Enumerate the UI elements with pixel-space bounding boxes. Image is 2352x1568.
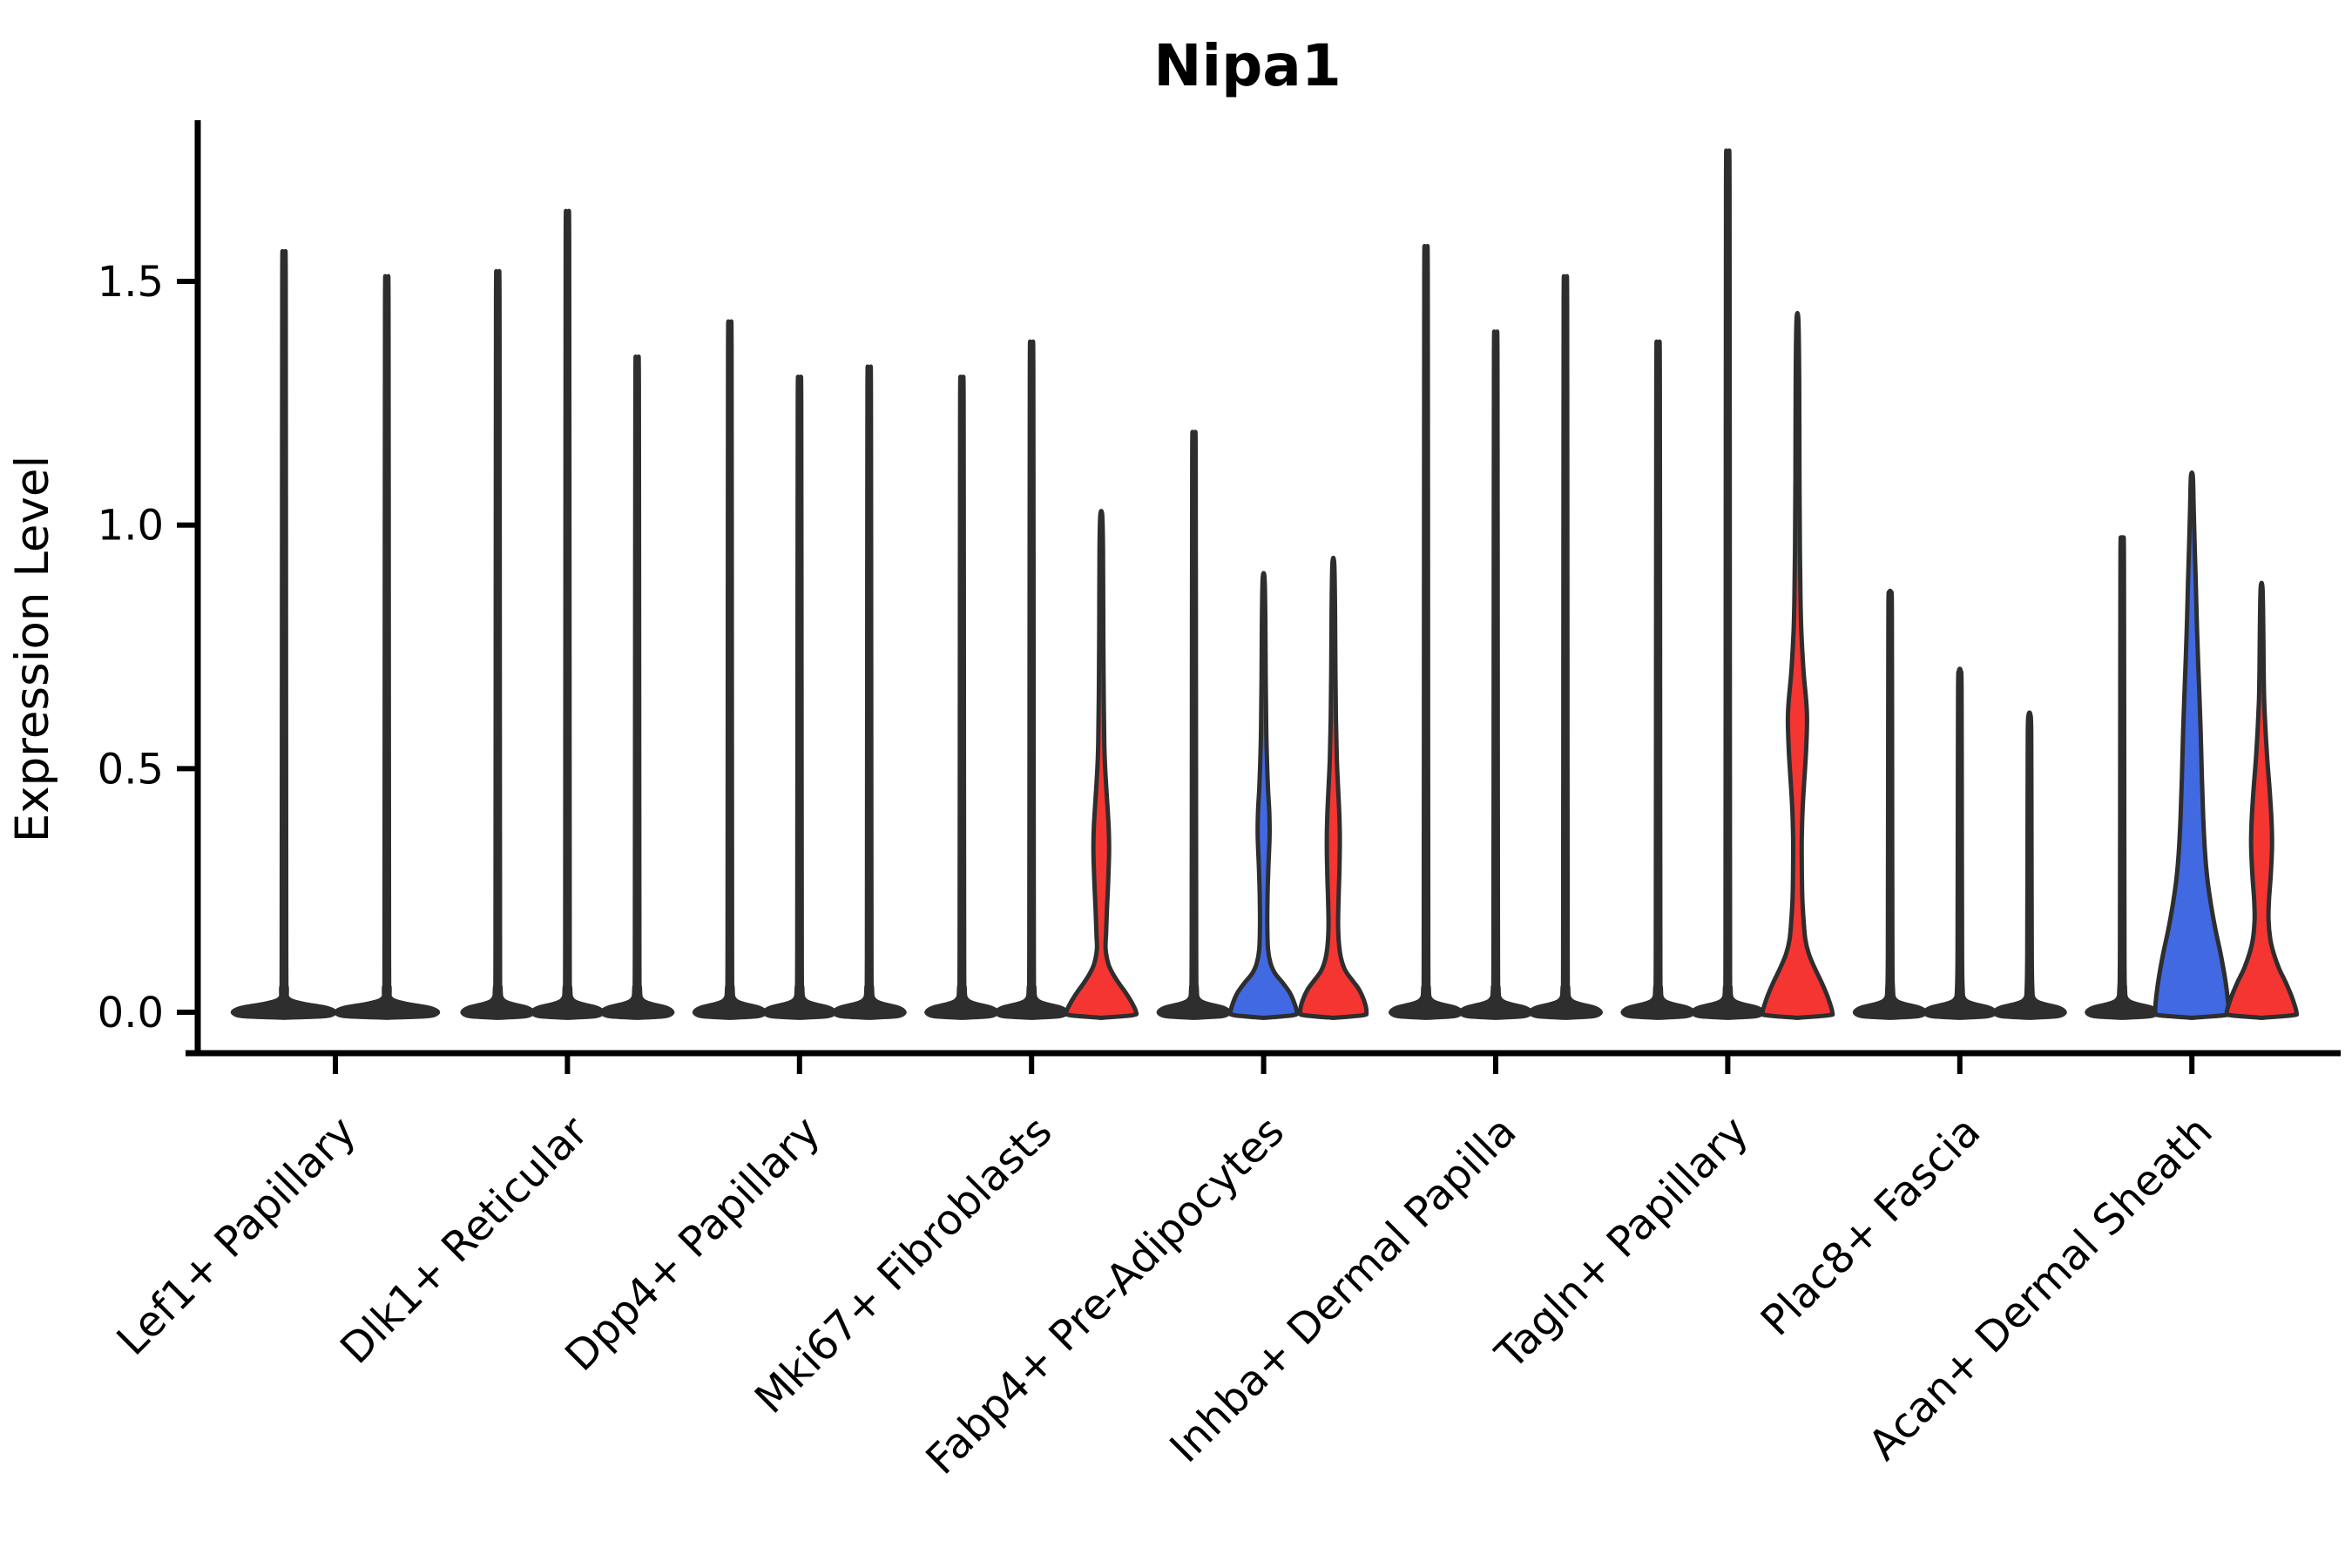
violin-1-2 [333, 274, 441, 1020]
x-tick-label: Lef1+ Papillary [108, 1107, 366, 1365]
violin-7-1 [1620, 339, 1696, 1020]
violin-point [2119, 838, 2126, 846]
violin-point [2119, 721, 2126, 729]
y-axis-label: Expression Level [6, 456, 59, 842]
violin-9-2-blue [2153, 470, 2231, 1020]
violin-3-2 [761, 375, 837, 1020]
violin-3-1 [692, 319, 767, 1020]
violin-6-3 [1528, 274, 1603, 1020]
y-tick-label: 1.5 [98, 258, 164, 307]
x-tick-label: Tagln+ Papillary [1486, 1107, 1758, 1379]
violin-4-1 [924, 375, 1000, 1020]
violin-9-3-red [2224, 580, 2300, 1020]
violin-3-3 [831, 364, 907, 1020]
violin-2-1 [460, 268, 536, 1020]
violin-4-2 [994, 339, 1070, 1020]
violin-6-1 [1389, 244, 1463, 1020]
chart-title: Nipa1 [1153, 32, 1342, 99]
y-tick-label: 1.0 [98, 502, 164, 551]
x-tick-label: Dlk1+ Reticular [331, 1107, 598, 1374]
violin-7-2 [1690, 148, 1766, 1020]
violin-4-3-red [1064, 509, 1139, 1020]
x-tick-label: Plac8+ Fascia [1752, 1107, 1990, 1346]
violin-8-2 [1922, 666, 1997, 1020]
violin-7-3-red [1760, 310, 1835, 1020]
violin-5-3-red [1297, 555, 1369, 1020]
violin-5-1 [1156, 429, 1232, 1020]
violin-5-2-blue [1227, 571, 1300, 1020]
violin-2-2 [530, 208, 605, 1020]
x-tick-label: Dpp4+ Papillary [556, 1107, 829, 1381]
violin-point [2119, 808, 2126, 816]
violin-1-1 [230, 248, 338, 1020]
violin-point [2119, 774, 2126, 782]
y-tick-label: 0.0 [98, 989, 164, 1037]
violin-point [2119, 853, 2126, 861]
violin-8-3 [1991, 710, 2067, 1020]
violin-6-2 [1458, 329, 1533, 1020]
violin-point [2119, 667, 2126, 675]
violin-2-3 [599, 355, 675, 1020]
violin-8-1 [1852, 588, 1928, 1020]
y-tick-label: 0.5 [98, 745, 164, 794]
